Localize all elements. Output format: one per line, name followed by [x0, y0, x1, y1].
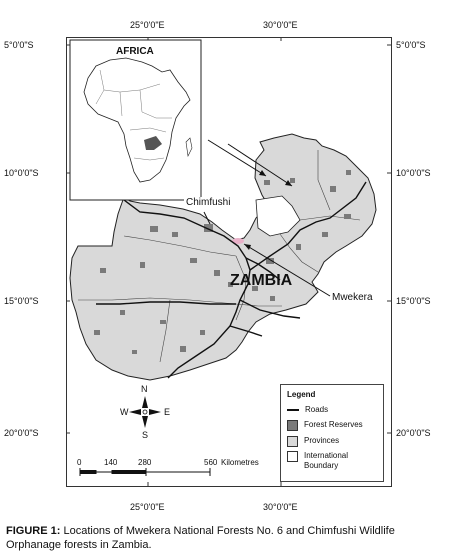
- lon-label-bottom-30: 30°0'0"E: [263, 502, 298, 512]
- legend-label: Roads: [305, 405, 329, 414]
- north-arrow-graphic: [129, 396, 161, 428]
- road-symbol: [287, 409, 299, 411]
- caption-text: Locations of Mwekera National Forests No…: [6, 525, 395, 551]
- legend-item-boundary: International Boundary: [287, 451, 375, 471]
- boundary-symbol: [287, 451, 298, 462]
- scale-tick-280: 280: [138, 458, 152, 467]
- scale-unit: Kilometres: [221, 458, 259, 467]
- zambia-in-africa: [144, 136, 162, 150]
- lon-label-top-25: 25°0'0"E: [130, 20, 165, 30]
- lat-label-right-15: 15°0'0"S: [396, 296, 431, 306]
- legend: Legend Roads Forest Reserves Provinces I…: [280, 384, 384, 482]
- north-label: N: [141, 384, 148, 394]
- africa-title: AFRICA: [116, 46, 154, 57]
- africa-outline: [83, 57, 191, 183]
- province-symbol: [287, 436, 298, 447]
- west-label: W: [120, 407, 129, 417]
- figure-caption: FIGURE 1: Locations of Mwekera National …: [6, 524, 452, 552]
- east-label: E: [164, 407, 171, 417]
- lon-label-top-30: 30°0'0"E: [263, 20, 298, 30]
- lat-label-left-10: 10°0'0"S: [4, 168, 39, 178]
- legend-title: Legend: [287, 390, 316, 399]
- lat-label-left-15: 15°0'0"S: [4, 296, 39, 306]
- lat-label-right-5: 5°0'0"S: [396, 40, 426, 50]
- scale-tick-0: 0: [77, 458, 82, 467]
- lat-label-right-10: 10°0'0"S: [396, 168, 431, 178]
- legend-item-provinces: Provinces: [287, 436, 339, 447]
- scale-tick-560: 560: [204, 458, 218, 467]
- forest-symbol: [287, 420, 298, 431]
- scale-tick-140: 140: [104, 458, 118, 467]
- legend-item-forest: Forest Reserves: [287, 420, 363, 431]
- mwekera-label: Mwekera: [332, 292, 373, 303]
- lat-label-left-20: 20°0'0"S: [4, 428, 39, 438]
- south-label: S: [142, 430, 149, 440]
- legend-label: Forest Reserves: [304, 420, 363, 429]
- lat-label-left-5: 5°0'0"S: [4, 40, 34, 50]
- caption-label: FIGURE 1:: [6, 525, 61, 537]
- legend-label: Provinces: [304, 436, 340, 445]
- chimfushi-label: Chimfushi: [184, 197, 233, 208]
- zambia-label: ZAMBIA: [230, 272, 293, 289]
- lat-label-right-20: 20°0'0"S: [396, 428, 431, 438]
- lon-label-bottom-25: 25°0'0"E: [130, 502, 165, 512]
- legend-label: International Boundary: [304, 451, 349, 470]
- legend-item-roads: Roads: [287, 405, 328, 414]
- zambia-outline: [69, 133, 377, 381]
